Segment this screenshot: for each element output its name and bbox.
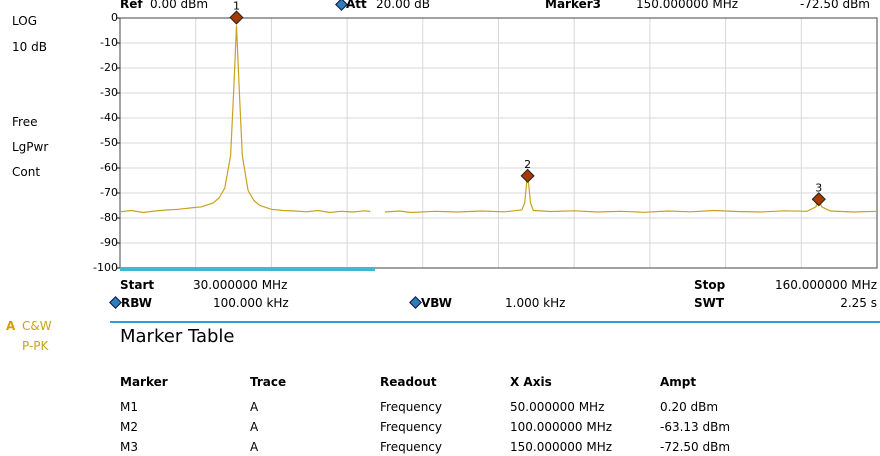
table-cell: 100.000000 MHz xyxy=(510,420,613,434)
y-tick-label: -10 xyxy=(100,36,118,49)
y-tick-label: -80 xyxy=(100,211,118,224)
y-tick-label: -40 xyxy=(100,111,118,124)
table-header: Trace xyxy=(250,375,287,389)
marker-number: 3 xyxy=(815,181,822,194)
trace-mode: C&W xyxy=(22,319,52,333)
swt-label: SWT xyxy=(694,296,725,310)
table-cell: Frequency xyxy=(380,400,442,414)
vbw-label: VBW xyxy=(421,296,453,310)
marker-diamond xyxy=(229,10,244,25)
stop-label: Stop xyxy=(694,278,726,292)
table-header: Marker xyxy=(120,375,168,389)
table-cell: Frequency xyxy=(380,420,442,434)
table-cell: A xyxy=(250,420,259,434)
table-cell: Frequency xyxy=(380,440,442,454)
table-cell: -72.50 dBm xyxy=(660,440,731,454)
y-tick-label: 0 xyxy=(111,11,118,24)
trace-line xyxy=(119,25,878,214)
ref-value: 0.00 dBm xyxy=(150,0,209,11)
y-tick-label: -60 xyxy=(100,161,118,174)
table-cell: A xyxy=(250,400,259,414)
rbw-label: RBW xyxy=(121,296,152,310)
y-tick-label: -100 xyxy=(93,261,118,274)
trace-letter: A xyxy=(6,319,16,333)
start-label: Start xyxy=(120,278,155,292)
table-header: Readout xyxy=(380,375,437,389)
average: Cont xyxy=(12,165,41,179)
att-label: Att xyxy=(346,0,367,11)
marker-number: 2 xyxy=(524,158,531,171)
division: 10 dB xyxy=(12,40,47,54)
marker-ampt: -72.50 dBm xyxy=(799,0,870,11)
trigger: Free xyxy=(12,115,38,129)
stop-value: 160.000000 MHz xyxy=(774,278,877,292)
table-cell: M1 xyxy=(120,400,138,414)
start-value: 30.000000 MHz xyxy=(193,278,288,292)
plot-frame xyxy=(119,17,878,269)
table-cell: M2 xyxy=(120,420,138,434)
swt-value: 2.25 s xyxy=(840,296,877,310)
spectrum-chart: 0 -10 -20 -30 -40 -50 -60 -70 -80 -90 -100 1 2 3 xyxy=(93,0,878,274)
rbw-value: 100.000 kHz xyxy=(213,296,289,310)
trace-detector: P-PK xyxy=(22,339,49,353)
marker-freq: 150.000000 MHz xyxy=(636,0,739,11)
y-tick-label: -50 xyxy=(100,136,118,149)
scale: LOG xyxy=(12,14,38,28)
y-tick-label: -90 xyxy=(100,236,118,249)
marker-number: 1 xyxy=(233,0,240,13)
table-cell: 50.000000 MHz xyxy=(510,400,605,414)
table-cell: 150.000000 MHz xyxy=(510,440,613,454)
marker-diamond xyxy=(520,168,535,183)
table-cell: 0.20 dBm xyxy=(660,400,719,414)
table-cell: M3 xyxy=(120,440,138,454)
table-title: Marker Table xyxy=(120,326,235,347)
marker-diamond xyxy=(811,192,826,207)
sweep-progress xyxy=(120,267,375,271)
ref-label: Ref xyxy=(120,0,143,11)
table-header: Ampt xyxy=(660,375,697,389)
y-tick-label: -70 xyxy=(100,186,118,199)
table-cell: A xyxy=(250,440,259,454)
marker-label: Marker3 xyxy=(545,0,602,11)
table-cell: -63.13 dBm xyxy=(660,420,731,434)
y-tick-label: -30 xyxy=(100,86,118,99)
separator xyxy=(110,321,880,323)
vbw-value: 1.000 kHz xyxy=(505,296,566,310)
att-value: 20.00 dB xyxy=(376,0,431,11)
y-tick-label: -20 xyxy=(100,61,118,74)
detector: LgPwr xyxy=(12,140,49,154)
table-header: X Axis xyxy=(510,375,552,389)
